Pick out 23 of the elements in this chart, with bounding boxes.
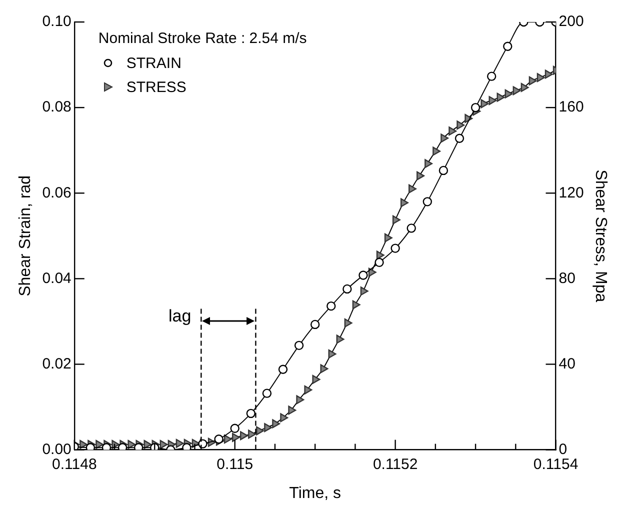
y-tick-label: 0.04 <box>42 270 72 287</box>
y2-tick-label: 120 <box>558 184 584 202</box>
y-tick-label: 0.08 <box>42 98 72 116</box>
y-tick-label: 0.00 <box>42 440 72 458</box>
legend-title: Nominal Stroke Rate : 2.54 m/s <box>98 30 307 47</box>
x-tick-label: 0.1148 <box>52 456 97 473</box>
legend-label: STRESS <box>126 78 186 96</box>
annotation: lag <box>168 306 192 326</box>
legend-label: STRAIN <box>126 54 182 72</box>
y2-tick-label: 200 <box>558 13 584 30</box>
y-tick-label: 0.10 <box>42 13 72 30</box>
x-axis-title: Time, s <box>289 484 342 502</box>
y-tick-label: 0.06 <box>42 184 72 202</box>
y-axis-title: Shear Strain, rad <box>17 175 34 296</box>
y2-tick-label: 160 <box>558 98 584 116</box>
x-tick-label: 0.115 <box>216 456 254 473</box>
y2-tick-label: 80 <box>558 270 576 287</box>
y2-axis-title: Shear Stress, Mpa <box>592 170 609 302</box>
x-tick-label: 0.1154 <box>533 456 578 473</box>
y2-tick-label: 40 <box>558 355 576 372</box>
x-tick-label: 0.1152 <box>372 456 418 473</box>
y-tick-label: 0.02 <box>42 355 72 372</box>
y2-tick-label: 0 <box>558 440 568 458</box>
